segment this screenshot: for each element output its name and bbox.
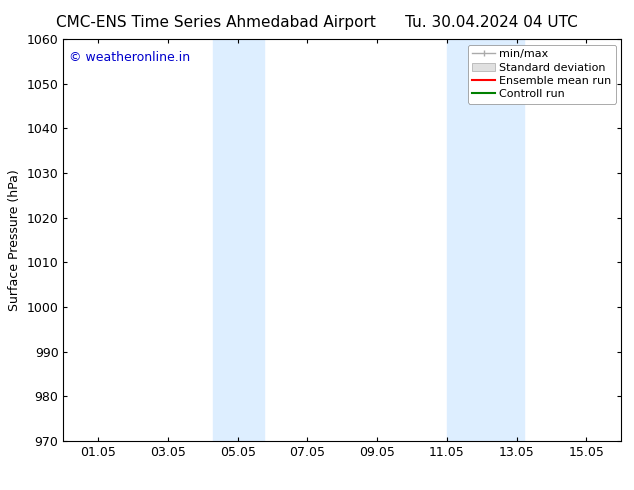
Bar <box>471 39 524 441</box>
Y-axis label: Surface Pressure (hPa): Surface Pressure (hPa) <box>8 169 21 311</box>
Text: © weatheronline.in: © weatheronline.in <box>69 51 190 64</box>
Legend: min/max, Standard deviation, Ensemble mean run, Controll run: min/max, Standard deviation, Ensemble me… <box>468 45 616 104</box>
Bar <box>447 39 472 441</box>
Bar <box>213 39 238 441</box>
Bar <box>238 39 264 441</box>
Text: CMC-ENS Time Series Ahmedabad Airport      Tu. 30.04.2024 04 UTC: CMC-ENS Time Series Ahmedabad Airport Tu… <box>56 15 578 30</box>
